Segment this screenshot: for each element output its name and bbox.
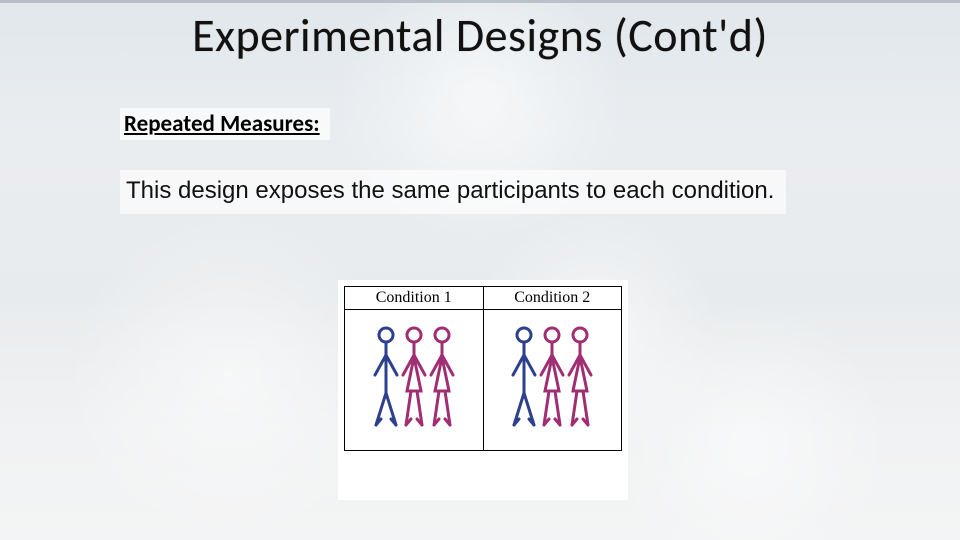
table-row: [345, 310, 622, 451]
conditions-table: Condition 1 Condition 2: [344, 286, 622, 451]
people-group-1: [345, 325, 483, 435]
cell-condition-1: [345, 310, 484, 451]
stick-figure-icon: [539, 325, 565, 435]
figure-container: Condition 1 Condition 2: [338, 280, 628, 500]
table-header-row: Condition 1 Condition 2: [345, 287, 622, 310]
subheading-text: Repeated Measures:: [124, 110, 320, 138]
stick-figure-icon: [373, 325, 399, 435]
stick-figure-icon: [401, 325, 427, 435]
people-group-2: [484, 325, 622, 435]
col-header-2: Condition 2: [483, 287, 622, 310]
cell-condition-2: [483, 310, 622, 451]
slide-title: Experimental Designs (Cont'd): [0, 8, 960, 64]
subheading-box: Repeated Measures:: [120, 108, 330, 140]
accent-bar: [0, 0, 960, 3]
body-text: This design exposes the same participant…: [120, 170, 786, 214]
stick-figure-icon: [567, 325, 593, 435]
col-header-1: Condition 1: [345, 287, 484, 310]
slide: Experimental Designs (Cont'd) Repeated M…: [0, 0, 960, 540]
stick-figure-icon: [429, 325, 455, 435]
stick-figure-icon: [511, 325, 537, 435]
